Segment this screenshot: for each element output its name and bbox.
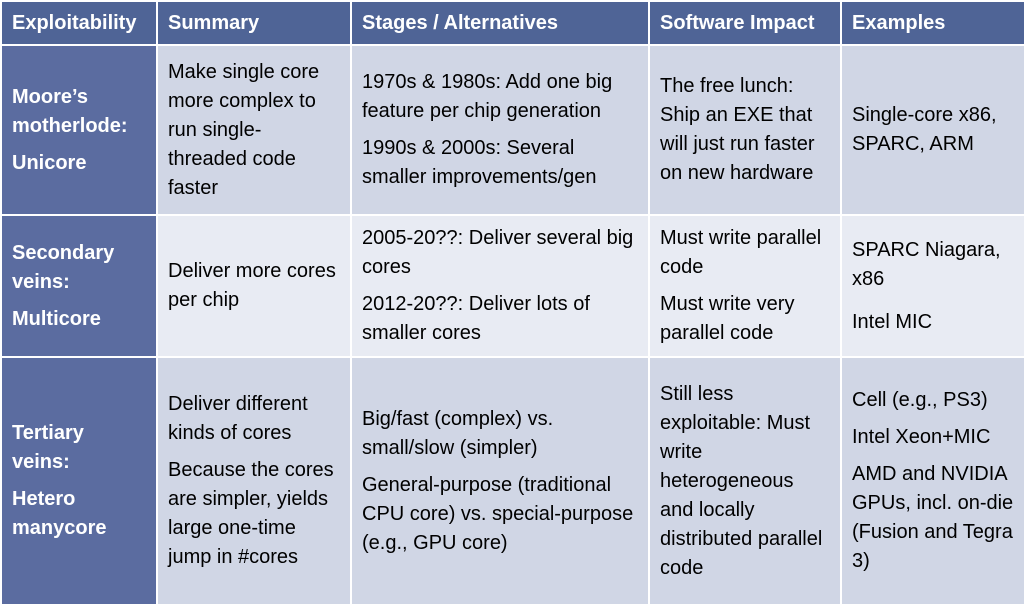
examples-cell: SPARC Niagara, x86 Intel MIC <box>840 214 1024 358</box>
table-row: Secondary veins: Multicore Deliver more … <box>0 214 1024 358</box>
row-label-subtitle: Unicore <box>12 151 87 174</box>
stages-text: 2005-20??: Deliver several big cores <box>362 227 634 278</box>
row-label-title: Moore’s motherlode: <box>12 85 128 137</box>
table-row: Moore’s motherlode: Unicore Make single … <box>0 44 1024 216</box>
impact-text: The free lunch: Ship an EXE that will ju… <box>660 75 815 184</box>
summary-text: Because the cores are simpler, yields la… <box>168 459 334 568</box>
header-exploitability: Exploitability <box>0 0 158 46</box>
impact-cell: Must write parallel code Must write very… <box>648 214 842 358</box>
summary-text: Make single core more complex to run sin… <box>168 60 320 199</box>
stages-text: 1970s & 1980s: Add one big feature per c… <box>362 71 613 122</box>
header-software-impact: Software Impact <box>648 0 842 46</box>
examples-text: SPARC Niagara, x86 <box>852 238 1001 290</box>
summary-text: Deliver different kinds of cores <box>168 393 308 444</box>
table-row: Tertiary veins: Hetero manycore Deliver … <box>0 356 1024 606</box>
examples-cell: Cell (e.g., PS3) Intel Xeon+MIC AMD and … <box>840 356 1024 606</box>
stages-text: 1990s & 2000s: Several smaller improveme… <box>362 137 597 188</box>
header-stages: Stages / Alternatives <box>350 0 650 46</box>
examples-text: Cell (e.g., PS3) <box>852 389 988 411</box>
stages-text: 2012-20??: Deliver lots of smaller cores <box>362 293 590 344</box>
stages-cell: 2005-20??: Deliver several big cores 201… <box>350 214 650 358</box>
examples-text: Intel MIC <box>852 310 933 333</box>
examples-cell: Single-core x86, SPARC, ARM <box>840 44 1024 216</box>
row-label: Secondary veins: Multicore <box>0 214 158 358</box>
stages-text: Big/fast (complex) vs. small/slow (simpl… <box>362 407 554 459</box>
header-row: Exploitability Summary Stages / Alternat… <box>0 0 1024 46</box>
header-examples: Examples <box>840 0 1024 46</box>
row-label-title: Tertiary veins: <box>12 422 84 473</box>
examples-text: AMD and NVIDIA GPUs, incl. on-die (Fusio… <box>852 463 1014 572</box>
row-label-subtitle: Hetero manycore <box>12 488 107 539</box>
impact-text: Must write parallel code <box>660 227 822 278</box>
row-label-title: Secondary veins: <box>12 241 115 293</box>
impact-cell: Still less exploitable: Must write heter… <box>648 356 842 606</box>
summary-cell: Make single core more complex to run sin… <box>156 44 352 216</box>
summary-text: Deliver more cores per chip <box>168 260 336 311</box>
row-label: Moore’s motherlode: Unicore <box>0 44 158 216</box>
summary-cell: Deliver different kinds of cores Because… <box>156 356 352 606</box>
examples-text: Single-core x86, SPARC, ARM <box>852 104 997 155</box>
impact-text: Must write very parallel code <box>660 293 795 344</box>
stages-cell: Big/fast (complex) vs. small/slow (simpl… <box>350 356 650 606</box>
row-label-subtitle: Multicore <box>12 307 101 330</box>
summary-cell: Deliver more cores per chip <box>156 214 352 358</box>
stages-text: General-purpose (traditional CPU core) v… <box>362 473 634 554</box>
examples-text: Intel Xeon+MIC <box>852 426 991 448</box>
header-summary: Summary <box>156 0 352 46</box>
row-label: Tertiary veins: Hetero manycore <box>0 356 158 606</box>
impact-cell: The free lunch: Ship an EXE that will ju… <box>648 44 842 216</box>
stages-cell: 1970s & 1980s: Add one big feature per c… <box>350 44 650 216</box>
impact-text: Still less exploitable: Must write heter… <box>660 382 823 579</box>
